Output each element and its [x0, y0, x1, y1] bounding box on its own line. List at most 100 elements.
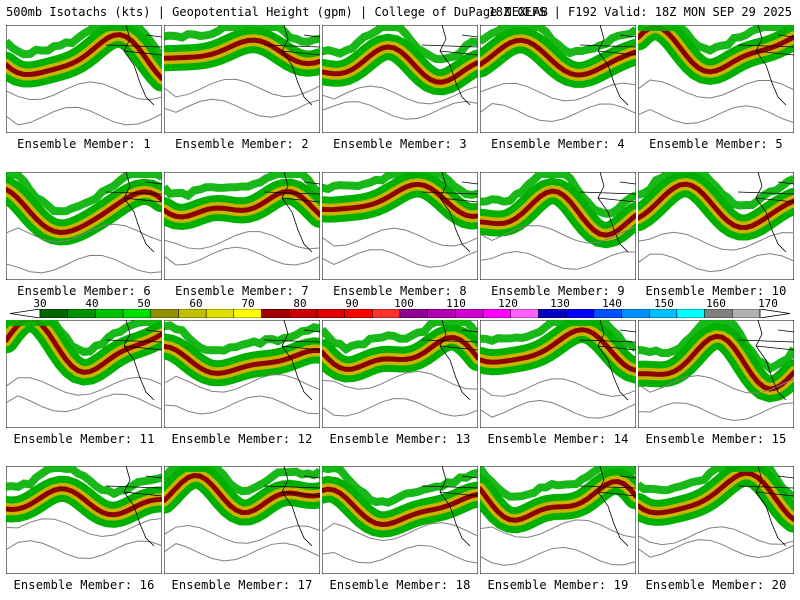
valid-time: 18Z GEFS | F192 Valid: 18Z MON SEP 29 20…	[488, 5, 792, 19]
member-label: Ensemble Member: 15	[645, 432, 787, 446]
ensemble-panel: Ensemble Member: 3	[322, 25, 478, 151]
isotach-map	[638, 172, 794, 280]
height-contour	[164, 231, 320, 250]
isotach-map	[638, 466, 794, 574]
jet-max	[638, 181, 794, 231]
colorbar-tick-label: 80	[293, 297, 307, 310]
height-contour	[638, 374, 794, 394]
isotach-map	[164, 320, 320, 428]
jet-max	[322, 181, 478, 220]
member-label: Ensemble Member: 18	[329, 578, 471, 592]
colorbar-swatch	[150, 309, 179, 318]
height-contour	[164, 98, 320, 118]
height-contour	[164, 246, 320, 266]
colorbar-low-arrow	[10, 309, 41, 318]
member-label: Ensemble Member: 4	[491, 137, 625, 151]
isotach-map	[638, 25, 794, 133]
height-contour	[480, 378, 636, 397]
height-contour	[164, 374, 320, 393]
member-label: Ensemble Member: 3	[333, 137, 467, 151]
colorbar-tick-label: 160	[706, 297, 726, 310]
jet-band	[6, 466, 162, 499]
colorbar-tick-label: 30	[33, 297, 47, 310]
colorbar-swatch	[288, 309, 318, 318]
height-contour	[6, 254, 162, 274]
ensemble-panel: Ensemble Member: 20	[638, 466, 794, 592]
jet-band	[480, 172, 636, 218]
ensemble-panel: Ensemble Member: 13	[322, 320, 478, 446]
member-label: Ensemble Member: 9	[491, 284, 625, 298]
isotach-map	[6, 172, 162, 280]
jet-band	[480, 466, 636, 501]
height-contour	[322, 398, 478, 417]
colorbar-swatch	[261, 309, 290, 318]
member-label: Ensemble Member: 6	[17, 284, 151, 298]
height-contour	[638, 105, 794, 125]
colorbar-tick-label: 90	[345, 297, 359, 310]
height-contour	[6, 376, 162, 396]
colorbar-swatch	[482, 309, 512, 318]
colorbar-tick-label: 50	[137, 297, 151, 310]
height-contour	[480, 546, 636, 566]
coastline	[737, 466, 794, 547]
member-label: Ensemble Member: 1	[17, 137, 151, 151]
height-contour	[322, 249, 478, 268]
colorbar-tick-label: 170	[758, 297, 778, 310]
height-contour	[6, 81, 162, 101]
ensemble-panel: Ensemble Member: 9	[480, 172, 636, 298]
coastline	[421, 172, 478, 253]
coastline	[105, 466, 162, 547]
height-contour	[6, 223, 162, 243]
height-contour	[6, 393, 162, 413]
colorbar-tick-label: 140	[602, 297, 622, 310]
jet-max	[480, 478, 636, 523]
coastline	[105, 320, 162, 401]
isotach-map	[480, 320, 636, 428]
colorbar-legend: 30 40 50 60 70 80 90 100 110 120 130 140 150 160 170	[0, 297, 800, 319]
colorbar-swatch	[178, 309, 207, 318]
colorbar-swatch	[39, 309, 68, 318]
colorbar-tick-label: 120	[498, 297, 518, 310]
member-label: Ensemble Member: 14	[487, 432, 629, 446]
member-label: Ensemble Member: 13	[329, 432, 471, 446]
ensemble-panel: Ensemble Member: 19	[480, 466, 636, 592]
height-contour	[638, 231, 794, 251]
member-label: Ensemble Member: 8	[333, 284, 467, 298]
jet-max	[6, 186, 162, 235]
height-contour	[164, 395, 320, 415]
jet-band	[6, 320, 162, 356]
jet-max	[322, 486, 478, 528]
colorbar-high-arrow	[759, 309, 790, 318]
height-contour	[638, 79, 794, 99]
coastline	[263, 172, 320, 253]
jet-band	[322, 320, 478, 355]
coastline	[737, 25, 794, 106]
jet-max	[480, 37, 636, 78]
colorbar-swatch	[399, 309, 428, 318]
jet-band	[164, 466, 320, 496]
jet-max	[638, 470, 794, 523]
height-contour	[322, 370, 478, 390]
height-contour	[480, 225, 636, 244]
jet-band	[322, 25, 478, 64]
colorbar-swatch	[510, 309, 539, 318]
coastline	[421, 320, 478, 401]
member-label: Ensemble Member: 16	[13, 578, 155, 592]
jet-band	[164, 25, 320, 46]
coastline	[737, 172, 794, 253]
colorbar-swatch	[676, 309, 705, 318]
isotach-map	[322, 320, 478, 428]
coastline	[579, 320, 636, 401]
jet-max	[6, 486, 162, 518]
colorbar-swatch	[95, 309, 124, 318]
product-title: 500mb Isotachs (kts) | Geopotential Heig…	[6, 5, 548, 19]
jet-max	[480, 188, 636, 238]
ensemble-panel: Ensemble Member: 5	[638, 25, 794, 151]
height-contour	[6, 518, 162, 537]
coastline	[105, 172, 162, 253]
isotach-map	[480, 25, 636, 133]
colorbar-tick-label: 110	[446, 297, 466, 310]
jet-max	[6, 320, 162, 375]
colorbar-swatch	[621, 309, 650, 318]
jet-max	[638, 333, 794, 392]
